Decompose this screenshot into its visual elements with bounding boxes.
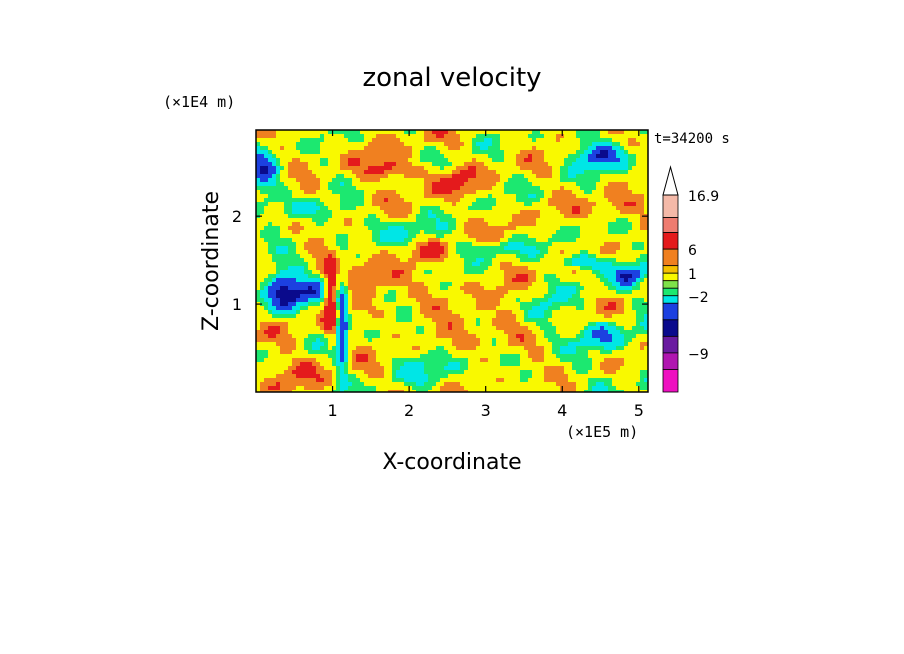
- colorbar-band: [662, 319, 679, 337]
- y-axis-label: Z-coordinate: [199, 191, 224, 331]
- colorbar-band: [662, 295, 679, 304]
- y-axis-ticks: 12: [232, 207, 648, 314]
- colorbar-band: [662, 194, 679, 218]
- colorbar: 16.9 6 1 −2 −9: [662, 165, 719, 393]
- colorbar-band: [662, 302, 679, 321]
- x-tick-label: 3: [481, 401, 491, 420]
- time-label: t=34200 s: [654, 131, 730, 147]
- colorbar-band: [662, 272, 679, 282]
- y-unit-label: (×1E4 m): [163, 93, 235, 111]
- colorbar-band: [662, 352, 679, 370]
- colorbar-band: [662, 369, 679, 393]
- velocity-field: [256, 130, 648, 392]
- y-tick-label: 1: [232, 295, 242, 314]
- colorbar-label: 16.9: [688, 189, 719, 205]
- y-tick-label: 2: [232, 207, 242, 226]
- colorbar-label: 6: [688, 243, 697, 259]
- x-tick-label: 5: [634, 401, 644, 420]
- colorbar-band: [662, 335, 679, 354]
- x-axis-label: X-coordinate: [382, 450, 521, 475]
- plot-frame: [255, 129, 649, 393]
- colorbar-band: [662, 232, 679, 250]
- x-axis-ticks: 1 2 3 4 5: [327, 130, 644, 420]
- colorbar-band: [662, 265, 679, 274]
- colorbar-label: −9: [688, 347, 709, 363]
- x-tick-label: 1: [327, 401, 337, 420]
- x-tick-label: 4: [557, 401, 567, 420]
- chart-title: zonal velocity: [362, 63, 541, 93]
- colorbar-band: [662, 280, 679, 289]
- colorbar-band: [662, 248, 679, 267]
- colorbar-band: [662, 287, 679, 297]
- x-unit-label: (×1E5 m): [566, 423, 638, 441]
- colorbar-label: −2: [688, 290, 709, 306]
- colorbar-label: 1: [688, 267, 697, 283]
- colorbar-extend-arrow: [662, 165, 679, 196]
- x-tick-label: 2: [404, 401, 414, 420]
- colorbar-band: [662, 217, 679, 233]
